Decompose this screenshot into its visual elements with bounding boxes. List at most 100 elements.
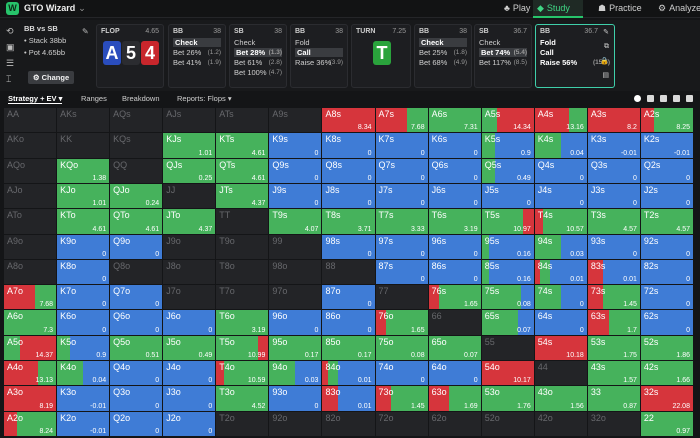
- hand-cell-q6o[interactable]: Q6o 0: [110, 310, 164, 336]
- action-option[interactable]: Bet 41% (1.9): [173, 58, 221, 67]
- hand-cell-52s[interactable]: 52s 1.86: [640, 335, 694, 362]
- action-option[interactable]: Bet 100% (4.7): [234, 68, 282, 77]
- tab-strategy-ev[interactable]: Strategy + EV ▾: [8, 94, 63, 104]
- hand-cell-aqs[interactable]: AQs: [110, 108, 164, 134]
- tab-breakdown[interactable]: Breakdown: [122, 94, 160, 103]
- hand-cell-t8s[interactable]: T8s 3.71: [322, 209, 376, 235]
- hand-cell-t6o[interactable]: T6o 3.19: [216, 310, 270, 336]
- hand-cell-a2s[interactable]: A2s 8.25: [640, 108, 694, 134]
- nav-tab-practice[interactable]: ☗ Practice: [598, 3, 642, 13]
- hand-cell-q4s[interactable]: Q4s 0: [534, 158, 588, 184]
- hand-cell-95o[interactable]: 95o 0.17: [269, 335, 323, 362]
- hand-cell-75o[interactable]: 75o 0.08: [375, 335, 429, 362]
- list-icon[interactable]: ▤: [602, 72, 609, 79]
- hand-cell-43o[interactable]: 43o 1.56: [534, 386, 588, 412]
- hand-cell-kto[interactable]: KTo 4.61: [57, 209, 111, 235]
- hand-cell-t4s[interactable]: T4s 10.57: [534, 209, 588, 235]
- hand-cell-63o[interactable]: 63o 1.69: [428, 386, 482, 412]
- hand-cell-52o[interactable]: 52o: [481, 411, 535, 437]
- hand-cell-a4s[interactable]: A4s 13.16: [534, 108, 588, 134]
- hand-cell-98o[interactable]: 98o: [269, 259, 323, 286]
- hand-cell-k9o[interactable]: K9o 0: [57, 234, 111, 260]
- hand-cell-aqo[interactable]: AQo: [4, 158, 58, 184]
- hand-cell-j8s[interactable]: J8s 0: [322, 183, 376, 210]
- hand-cell-q5o[interactable]: Q5o 0.51: [110, 335, 164, 362]
- save-icon[interactable]: ▣: [6, 42, 15, 52]
- hand-cell-88[interactable]: 88: [322, 259, 376, 286]
- change-button[interactable]: ⚙ Change: [28, 71, 74, 84]
- hand-cell-42o[interactable]: 42o: [534, 411, 588, 437]
- hand-cell-55[interactable]: 55: [481, 335, 535, 362]
- hand-cell-ato[interactable]: ATo: [4, 209, 58, 235]
- hand-cell-t5s[interactable]: T5s 10.97: [481, 209, 535, 235]
- hand-cell-95s[interactable]: 95s 0.16: [481, 234, 535, 260]
- action-option[interactable]: Fold: [540, 38, 556, 47]
- hand-cell-43s[interactable]: 43s 1.57: [587, 361, 641, 387]
- hand-cell-74s[interactable]: 74s 0: [534, 285, 588, 311]
- hand-cell-qjs[interactable]: QJs 0.25: [163, 158, 217, 184]
- nav-tab-study[interactable]: ◆ Study: [533, 0, 583, 18]
- action-option[interactable]: Bet 74% (5.4): [479, 48, 527, 57]
- hand-cell-k8o[interactable]: K8o 0: [57, 259, 111, 286]
- hand-cell-a9s[interactable]: A9s: [269, 108, 323, 134]
- action-option[interactable]: Bet 61% (2.8): [234, 58, 282, 67]
- hand-cell-j3s[interactable]: J3s 0: [587, 183, 641, 210]
- hand-cell-64o[interactable]: 64o 0: [428, 361, 482, 387]
- hand-cell-q2s[interactable]: Q2s 0: [640, 158, 694, 184]
- view-mode-1-icon[interactable]: [647, 95, 654, 102]
- hand-cell-k8s[interactable]: K8s 0: [322, 133, 376, 159]
- hand-cell-q8s[interactable]: Q8s 0: [322, 158, 376, 184]
- hand-cell-a2o[interactable]: A2o 8.24: [4, 411, 58, 437]
- hand-cell-q5s[interactable]: Q5s 0.49: [481, 158, 535, 184]
- action-option[interactable]: Check: [234, 38, 256, 47]
- hand-cell-62o[interactable]: 62o: [428, 411, 482, 437]
- hand-cell-72o[interactable]: 72o: [375, 411, 429, 437]
- hand-cell-63s[interactable]: 63s 1.7: [587, 310, 641, 336]
- hand-cell-73s[interactable]: 73s 1.45: [587, 285, 641, 311]
- hand-cell-j7s[interactable]: J7s 0: [375, 183, 429, 210]
- hand-cell-t7o[interactable]: T7o: [216, 285, 270, 311]
- hand-cell-86o[interactable]: 86o 0: [322, 310, 376, 336]
- hand-cell-j9o[interactable]: J9o: [163, 234, 217, 260]
- hand-cell-q3o[interactable]: Q3o 0: [110, 386, 164, 412]
- hand-cell-82s[interactable]: 82s 0: [640, 259, 694, 286]
- view-mode-4-icon[interactable]: [686, 95, 693, 102]
- hand-cell-32s[interactable]: 32s 22.08: [640, 386, 694, 412]
- hand-cell-q6s[interactable]: Q6s 0: [428, 158, 482, 184]
- hand-cell-54s[interactable]: 54s 10.18: [534, 335, 588, 362]
- hand-cell-k6o[interactable]: K6o 0: [57, 310, 111, 336]
- hand-cell-96o[interactable]: 96o 0: [269, 310, 323, 336]
- hand-cell-kk[interactable]: KK: [57, 133, 111, 159]
- view-mode-3-icon[interactable]: [673, 95, 680, 102]
- hand-cell-64s[interactable]: 64s 0: [534, 310, 588, 336]
- hand-cell-aa[interactable]: AA: [4, 108, 58, 134]
- hand-cell-k2o[interactable]: K2o -0.01: [57, 411, 111, 437]
- hand-cell-k6s[interactable]: K6s 0: [428, 133, 482, 159]
- nav-tab-analyze[interactable]: ⚙ Analyze: [658, 3, 700, 13]
- action-option[interactable]: Raise 36% (3.9): [295, 58, 343, 67]
- hand-cell-j9s[interactable]: J9s 0: [269, 183, 323, 210]
- edit-pencil-icon[interactable]: ✎: [82, 27, 89, 36]
- hand-cell-22[interactable]: 22 0.97: [640, 411, 694, 437]
- hand-cell-kts[interactable]: KTs 4.61: [216, 133, 270, 159]
- action-option[interactable]: Raise 56% (15.5): [540, 58, 610, 67]
- hand-cell-jj[interactable]: JJ: [163, 183, 217, 210]
- hand-cell-j3o[interactable]: J3o 0: [163, 386, 217, 412]
- hand-cell-a5s[interactable]: A5s 14.34: [481, 108, 535, 134]
- hand-cell-q8o[interactable]: Q8o: [110, 259, 164, 286]
- hand-cell-j8o[interactable]: J8o: [163, 259, 217, 286]
- hand-cell-kqs[interactable]: KQs: [110, 133, 164, 159]
- hand-cell-53s[interactable]: 53s 1.75: [587, 335, 641, 362]
- hand-cell-83s[interactable]: 83s 0.01: [587, 259, 641, 286]
- hand-cell-97o[interactable]: 97o: [269, 285, 323, 311]
- hand-cell-a5o[interactable]: A5o 14.37: [4, 335, 58, 362]
- streets-card-1[interactable]: SB 38 Check Bet 28% (1.3) Bet 61% (2.8) Bet 100…: [229, 24, 287, 88]
- hand-cell-44[interactable]: 44: [534, 361, 588, 387]
- hand-cell-k7o[interactable]: K7o 0: [57, 285, 111, 311]
- tab-ranges[interactable]: Ranges: [81, 94, 107, 103]
- hand-cell-54o[interactable]: 54o 10.17: [481, 361, 535, 387]
- refresh-icon[interactable]: ⟲: [6, 26, 14, 36]
- hand-cell-96s[interactable]: 96s 0: [428, 234, 482, 260]
- hand-cell-qts[interactable]: QTs 4.61: [216, 158, 270, 184]
- hand-cell-k7s[interactable]: K7s 0: [375, 133, 429, 159]
